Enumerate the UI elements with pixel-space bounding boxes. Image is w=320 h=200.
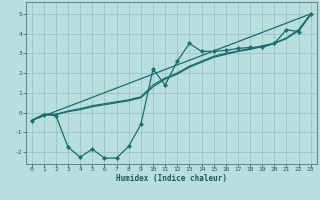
X-axis label: Humidex (Indice chaleur): Humidex (Indice chaleur) bbox=[116, 174, 227, 183]
